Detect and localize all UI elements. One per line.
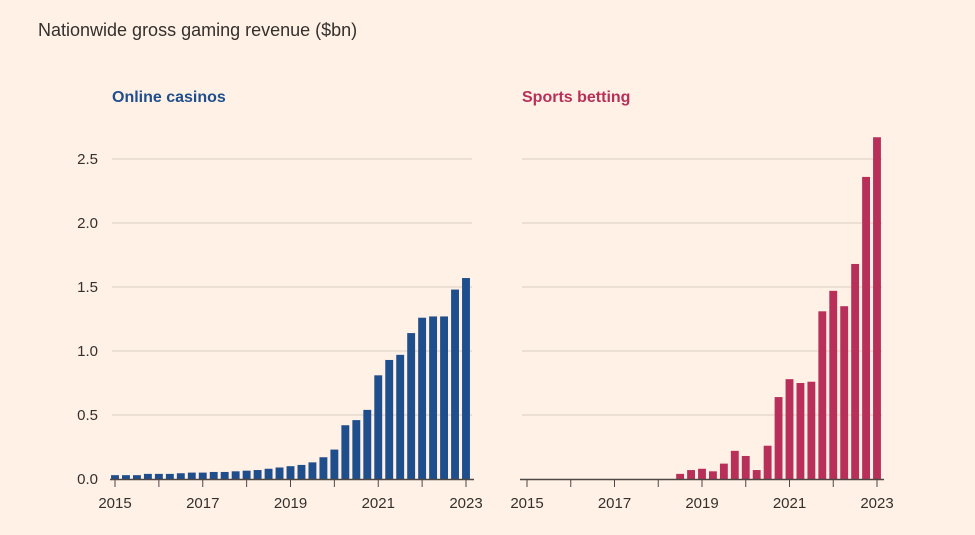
y-tick-label: 0.0 <box>77 471 98 488</box>
online-casinos-bar <box>319 457 328 479</box>
x-tick-label: 2023 <box>449 495 482 512</box>
online-casinos-bar <box>352 420 361 479</box>
sports-betting-bar <box>873 137 881 480</box>
online-casinos-bar <box>242 470 251 479</box>
online-casinos-bar <box>363 409 372 479</box>
sports-betting-bar <box>752 470 761 479</box>
sports-betting-bar <box>818 311 827 479</box>
online-casinos-bar <box>440 316 449 479</box>
x-tick-label: 2015 <box>510 495 543 512</box>
online-casinos-bar <box>154 473 163 479</box>
sports-betting-title: Sports betting <box>522 89 630 106</box>
online-casinos-bar <box>308 462 317 479</box>
sports-betting-bar <box>676 473 685 479</box>
sports-betting-bar <box>785 379 794 479</box>
online-casinos-bar <box>122 475 130 479</box>
online-casinos-bar <box>297 464 306 479</box>
online-casinos-bar <box>253 470 262 479</box>
y-tick-label: 1.5 <box>77 279 98 296</box>
sports-betting-bar <box>719 463 728 479</box>
online-casinos-panel: Online casinos 0.0 0.5 1.0 1.5 2.0 2.5 2015 2017… <box>77 89 483 512</box>
online-casinos-bar <box>264 468 273 479</box>
online-casinos-bar <box>341 425 350 479</box>
sports-betting-bar <box>741 455 750 479</box>
sports-betting-bar <box>840 306 849 479</box>
online-casinos-bar <box>429 316 438 479</box>
x-tick-label: 2017 <box>598 495 631 512</box>
sports-betting-bar <box>829 290 838 479</box>
online-casinos-bar <box>396 354 405 479</box>
sports-betting-bar <box>687 470 695 479</box>
x-tick-label: 2023 <box>860 495 893 512</box>
online-casinos-bar <box>231 471 240 479</box>
y-tick-label: 1.0 <box>77 343 98 360</box>
online-casinos-bar <box>407 333 416 479</box>
online-casinos-bar <box>209 471 218 479</box>
x-tick-label: 2019 <box>685 495 718 512</box>
online-casinos-bar <box>220 471 229 479</box>
online-casinos-bar <box>418 317 427 479</box>
online-casinos-bar <box>462 278 470 479</box>
x-tick-label: 2015 <box>98 495 131 512</box>
sports-betting-bar <box>796 383 805 479</box>
sports-betting-bar <box>730 450 739 479</box>
sports-betting-bar <box>698 468 706 479</box>
online-casinos-bar <box>374 375 383 479</box>
online-casinos-bar <box>132 475 141 479</box>
online-casinos-bar <box>187 472 196 479</box>
online-casinos-bar <box>275 467 284 479</box>
x-tick-label: 2021 <box>362 495 395 512</box>
sports-betting-bar <box>851 263 860 479</box>
sports-betting-panel: Sports betting 2015 2017 2019 2021 2023 <box>510 89 893 512</box>
online-casinos-bar <box>143 473 152 479</box>
sports-betting-bar <box>862 176 870 480</box>
chart-title: Nationwide gross gaming revenue ($bn) <box>38 20 358 40</box>
sports-betting-bar <box>807 381 816 479</box>
online-casinos-bar <box>385 359 394 479</box>
online-casinos-bar <box>111 475 119 479</box>
online-casinos-title: Online casinos <box>112 89 226 106</box>
y-tick-label: 2.0 <box>77 215 98 232</box>
sports-betting-bar <box>709 471 717 479</box>
y-tick-label: 0.5 <box>77 407 98 424</box>
sports-betting-bar <box>774 397 783 479</box>
online-casinos-bar <box>198 472 207 479</box>
online-casinos-bar <box>165 473 174 479</box>
x-tick-label: 2019 <box>274 495 307 512</box>
x-tick-label: 2017 <box>186 495 219 512</box>
sports-betting-bar <box>763 445 772 479</box>
x-tick-label: 2021 <box>773 495 806 512</box>
y-tick-label: 2.5 <box>77 151 98 168</box>
online-casinos-bar <box>286 466 295 479</box>
online-casinos-bar <box>330 449 339 479</box>
online-casinos-bar <box>451 289 459 479</box>
online-casinos-bar <box>176 473 185 479</box>
